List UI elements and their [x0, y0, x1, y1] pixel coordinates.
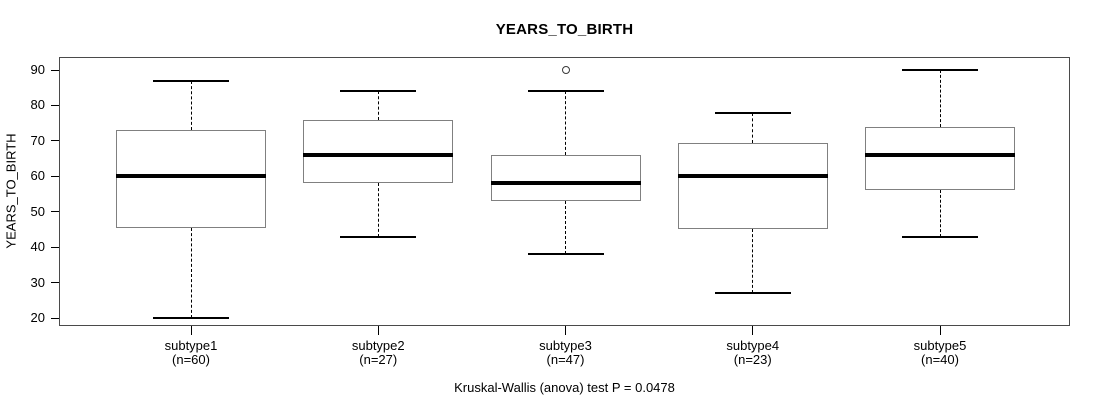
iqr-box	[677, 142, 828, 230]
iqr-box	[490, 155, 641, 202]
x-label-count: (n=60)	[172, 351, 210, 367]
y-tick-label: 20	[30, 310, 45, 325]
y-tick-label: 80	[30, 97, 45, 113]
iqr-box	[865, 126, 1015, 191]
x-tick-mark	[752, 326, 754, 335]
whisker-line-upper	[565, 91, 566, 156]
iqr-box	[303, 119, 454, 184]
x-label-name: subtype5	[913, 338, 967, 353]
median-line	[490, 181, 641, 186]
plot-area: 20 30 40 50 60 70 80 90 subtype1 (n=60) subtype2 (n…	[31, 57, 1070, 366]
x-label-count: (n=40)	[921, 351, 959, 367]
x-tick-mark	[565, 326, 566, 335]
median-line	[677, 174, 828, 179]
whisker-cap-upper	[527, 90, 604, 93]
whisker-line-lower	[377, 183, 379, 237]
x-tick-mark	[377, 326, 379, 335]
y-tick-mark	[51, 175, 59, 177]
whisker-cap-upper	[153, 79, 229, 82]
y-tick-mark	[51, 104, 59, 106]
whisker-cap-lower	[340, 235, 417, 238]
x-label-count: (n=27)	[359, 351, 398, 367]
chart-title: YEARS_TO_BIRTH	[495, 21, 634, 38]
x-tick-label: subtype1 (n=60)	[101, 339, 281, 366]
whisker-cap-upper	[902, 69, 978, 71]
median-line	[865, 153, 1015, 158]
whisker-line-upper	[190, 80, 192, 131]
median-line	[303, 153, 454, 158]
y-tick-mark	[51, 140, 59, 142]
y-tick-label: 40	[30, 239, 45, 255]
whisker-line-lower	[752, 229, 754, 294]
x-label-name: subtype3	[539, 338, 592, 353]
y-tick-mark	[51, 282, 59, 284]
whisker-cap-lower	[714, 292, 791, 295]
y-tick-mark	[51, 69, 59, 71]
whisker-line-upper	[377, 91, 379, 120]
y-tick-label: 70	[30, 132, 45, 148]
whisker-cap-lower	[153, 317, 229, 319]
whisker-cap-upper	[340, 90, 417, 93]
x-tick-label: subtype5 (n=40)	[850, 339, 1030, 366]
x-tick-label: subtype2 (n=27)	[288, 339, 468, 366]
x-tick-label: subtype4 (n=23)	[663, 339, 843, 366]
iqr-box	[116, 130, 266, 228]
x-label-name: subtype2	[351, 338, 405, 353]
whisker-line-lower	[565, 201, 566, 255]
median-line	[116, 174, 266, 179]
y-tick-mark	[51, 317, 59, 319]
y-tick-label: 50	[30, 203, 45, 219]
y-tick-mark	[51, 211, 59, 213]
y-tick-label: 30	[30, 274, 45, 290]
whisker-cap-lower	[902, 235, 978, 238]
y-axis-label: YEARS_TO_BIRTH	[3, 133, 19, 249]
whisker-line-lower	[190, 227, 192, 318]
y-tick-mark	[51, 246, 59, 248]
chart-annotation: Kruskal-Wallis (anova) test P = 0.0478	[454, 380, 675, 395]
whisker-line-upper	[752, 112, 754, 143]
x-label-count: (n=23)	[733, 351, 772, 367]
whisker-cap-lower	[527, 253, 604, 256]
whisker-cap-upper	[714, 111, 791, 114]
whisker-line-upper	[939, 70, 941, 127]
x-tick-mark	[939, 326, 941, 335]
x-label-name: subtype4	[726, 338, 780, 353]
x-tick-mark	[190, 326, 192, 335]
x-tick-label: subtype3 (n=47)	[476, 339, 656, 366]
x-label-count: (n=47)	[546, 351, 585, 367]
whisker-line-lower	[939, 190, 941, 237]
outlier-point	[561, 66, 570, 74]
y-tick-label: 90	[30, 62, 45, 77]
x-label-name: subtype1	[164, 338, 218, 353]
y-tick-label: 60	[30, 168, 45, 184]
